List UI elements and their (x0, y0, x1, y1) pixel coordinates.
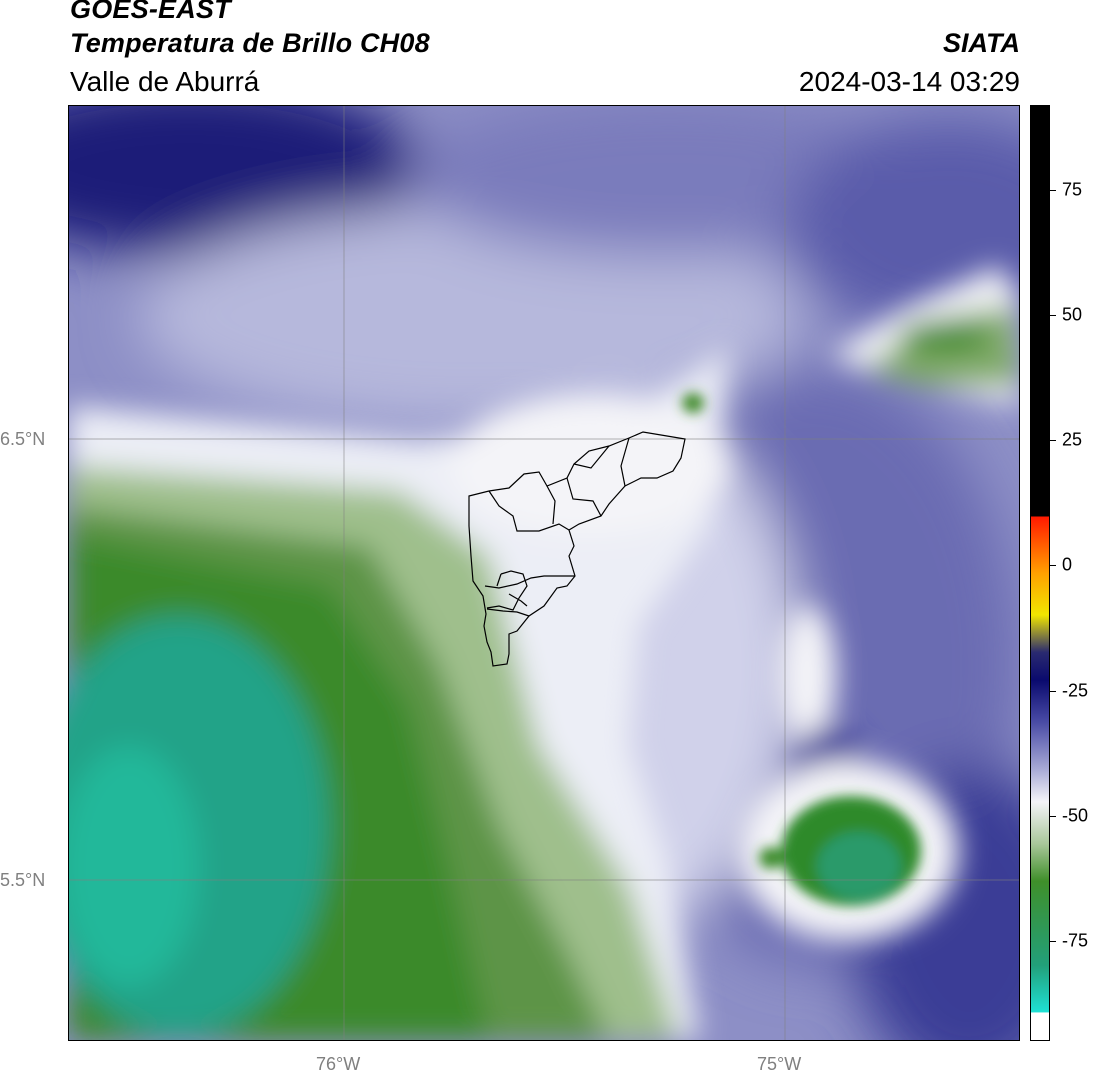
product-title: Temperatura de Brillo CH08 (70, 28, 430, 58)
colorbar-tick-label: 75 (1062, 179, 1083, 200)
aburra-valley-municipal-boundaries (468, 431, 686, 667)
map-panel[interactable] (68, 105, 1020, 1041)
lat-label-6-5n: 6.5°N (0, 429, 46, 449)
colorbar-tick-mark (1050, 190, 1056, 192)
satellite-title: GOES-EAST (70, 0, 231, 24)
temperature-colorbar (1030, 105, 1050, 1041)
colorbar-tick-mark (1050, 690, 1056, 692)
colorbar-tick-mark (1050, 440, 1056, 442)
colorbar-tick-mark (1050, 940, 1056, 942)
lon-label-75w: 75°W (757, 1054, 802, 1074)
temperature-field (69, 106, 1019, 1040)
colorbar-tick-mark (1050, 815, 1056, 817)
colorbar-tick-label: 50 (1062, 304, 1083, 325)
brightness-temperature-map[interactable] (69, 106, 1019, 1040)
colorbar-tick-label: -50 (1062, 805, 1089, 826)
region-label: Valle de Aburrá (70, 66, 260, 97)
colorbar-gradient (1031, 106, 1049, 1040)
colorbar-tick-label: -25 (1062, 680, 1089, 701)
graticule (69, 106, 1019, 1040)
colorbar-tick-mark (1050, 315, 1056, 317)
colorbar-tick-mark (1050, 565, 1056, 567)
organization-label: SIATA (943, 28, 1020, 58)
colorbar-tick-label: 0 (1062, 554, 1073, 575)
lon-label-76w: 76°W (316, 1054, 361, 1074)
colorbar-tick-label: -75 (1062, 930, 1089, 951)
timestamp-label: 2024-03-14 03:29 (798, 66, 1020, 97)
colorbar-tick-label: 25 (1062, 429, 1083, 450)
lat-label-5-5n: 5.5°N (0, 870, 46, 890)
